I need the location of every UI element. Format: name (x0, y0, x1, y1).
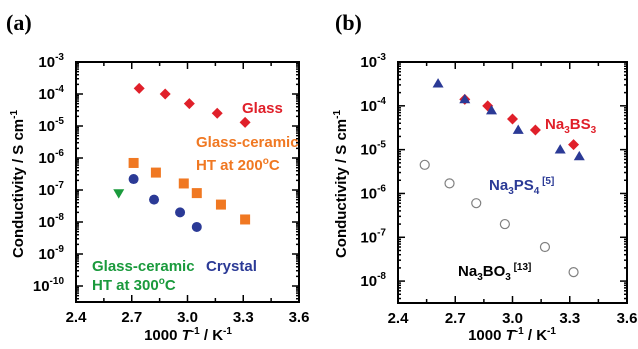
x-tick-label: 3.0 (502, 310, 523, 327)
data-point (444, 178, 455, 189)
data-point (240, 214, 251, 225)
y-tick-label: 10-9 (38, 244, 64, 263)
series-annotation-line1: Glass-ceramic (196, 134, 299, 151)
data-point (149, 194, 160, 205)
series-annotation-line2: HT at 300oC (92, 276, 176, 294)
x-tick-label: 2.7 (445, 310, 466, 327)
x-tick-label: 3.0 (177, 309, 198, 326)
series-annotation: Glass (242, 100, 283, 117)
data-point (459, 93, 471, 104)
y-tick-label: 10-4 (38, 84, 64, 103)
series-annotation-line2: HT at 200oC (196, 156, 280, 174)
panel-b-xlabel: 1000 T-1 / K-1 (468, 326, 556, 344)
data-point (471, 198, 482, 209)
panel-b-ylabel: Conductivity / S cm-1 (332, 110, 350, 259)
data-point (512, 124, 524, 134)
data-point (529, 124, 541, 136)
panel-a-ylabel: Conductivity / S cm-1 (9, 110, 27, 259)
y-tick-label: 10-5 (38, 116, 64, 135)
panel-a-label: (a) (6, 10, 32, 35)
data-point (432, 78, 444, 88)
data-point (215, 199, 226, 210)
x-tick-label: 3.3 (559, 310, 580, 327)
data-point (133, 82, 145, 94)
data-point (573, 150, 585, 161)
y-tick-label: 10-7 (38, 180, 64, 199)
data-point (568, 139, 580, 151)
panel-b-annotations: Na3BS3 Na3PS4 [5] Na3BO3 [13] (458, 116, 597, 283)
x-tick-label: 3.3 (233, 309, 254, 326)
panel-b-marks (419, 78, 585, 278)
y-tick-label: 10-3 (38, 52, 64, 71)
data-point (539, 241, 551, 253)
data-point (150, 167, 161, 178)
panel-b: (b) 2.4 2.7 3.0 3.3 3.6 10-3 10-4 10-5 10-6 10-7 1… (332, 10, 637, 344)
x-tick-label: 2.4 (388, 310, 410, 327)
x-tick-label: 3.6 (289, 309, 310, 326)
y-tick-label: 10-3 (360, 52, 386, 71)
panel-b-ticks: 2.4 2.7 3.0 3.3 3.6 10-3 10-4 10-5 10-6 10-7 10-8 (360, 52, 637, 327)
data-point (554, 144, 566, 154)
y-tick-label: 10-8 (38, 212, 64, 231)
data-point (486, 105, 498, 115)
panel-a-marks (113, 82, 251, 232)
y-tick-label: 10-7 (360, 227, 386, 246)
data-point (178, 178, 189, 189)
panel-a-ticks: 2.4 2.7 3.0 3.3 3.6 10-3 10-4 10-5 10-6 10-7 10-8 1… (33, 52, 310, 326)
series-annotation: Na3PS4 [5] (489, 176, 554, 197)
y-tick-label: 10-6 (38, 148, 64, 167)
panel-a-annotations: Glass Glass-ceramic HT at 200oC Glass-ceram… (92, 100, 299, 294)
data-point (159, 88, 171, 100)
panel-a: (a) 2.4 2.7 3.0 3.3 3.6 10-3 10-4 10-5 10-6 10-7 1… (6, 10, 309, 344)
data-point (499, 218, 510, 230)
x-tick-label: 2.7 (121, 309, 142, 326)
y-tick-label: 10-8 (360, 271, 386, 290)
series-annotation: Crystal (206, 258, 257, 275)
data-point (239, 116, 251, 128)
panel-a-xlabel: 1000 T-1 / K-1 (144, 326, 232, 344)
data-point (175, 207, 186, 218)
data-point (568, 267, 579, 278)
panel-b-label: (b) (335, 10, 362, 35)
data-point (191, 188, 202, 199)
data-point (113, 189, 125, 199)
series-annotation: Na3BO3 [13] (458, 262, 531, 283)
x-tick-label: 3.6 (617, 310, 638, 327)
series-annotation-line1: Glass-ceramic (92, 258, 195, 275)
data-point (128, 174, 139, 185)
series-annotation: Na3BS3 (545, 116, 597, 136)
data-point (128, 157, 139, 168)
y-tick-label: 10-4 (360, 96, 386, 115)
y-tick-label: 10-6 (360, 183, 386, 202)
data-point (183, 98, 195, 110)
data-point (191, 221, 202, 232)
x-tick-label: 2.4 (66, 309, 88, 326)
data-point (507, 113, 518, 125)
data-point (211, 107, 223, 119)
data-point (419, 159, 430, 170)
y-tick-label: 10-10 (33, 276, 65, 295)
y-tick-label: 10-5 (360, 140, 386, 159)
